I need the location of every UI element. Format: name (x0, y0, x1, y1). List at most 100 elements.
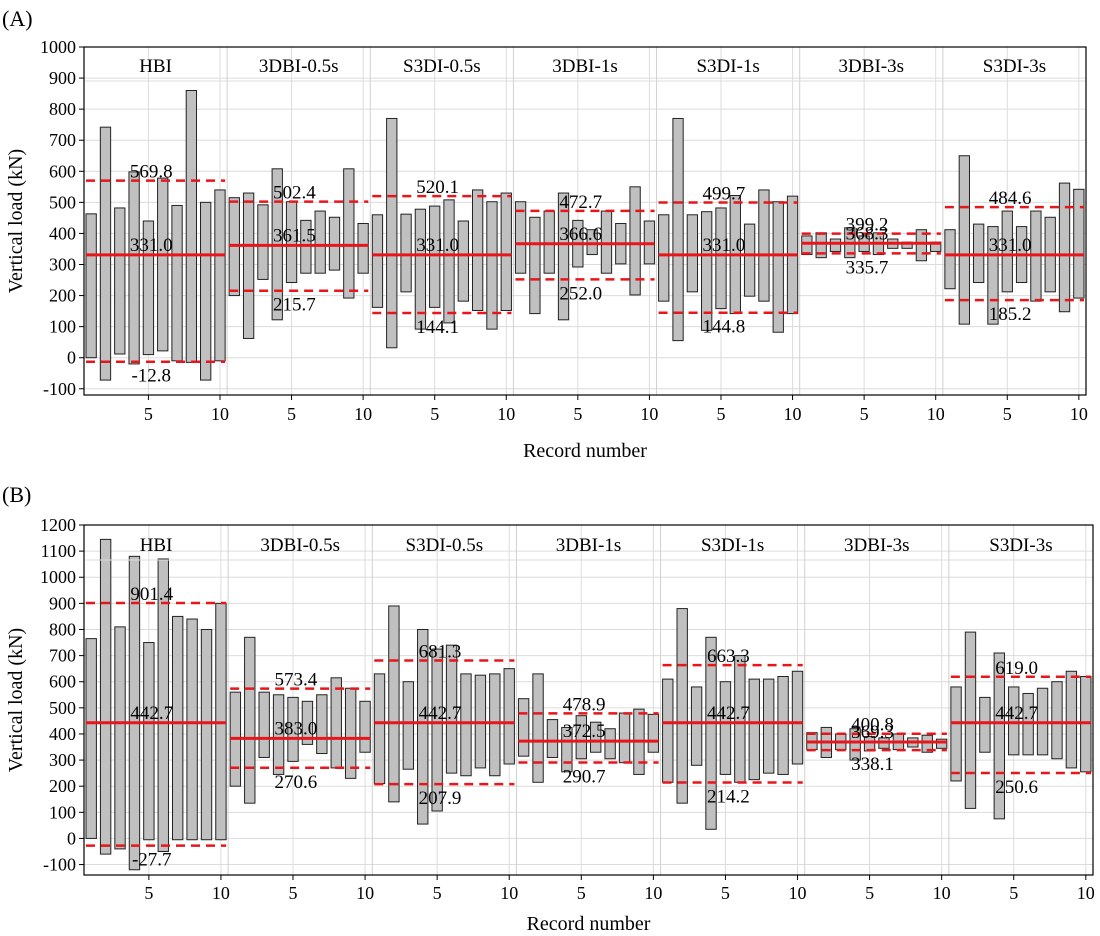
range-bar (330, 677, 342, 769)
range-bar (944, 229, 956, 290)
x-tick-label: 10 (212, 883, 230, 903)
y-tick-label: -100 (43, 379, 76, 399)
upper-value-label: 484.6 (989, 188, 1032, 209)
range-bar (431, 648, 443, 812)
x-tick-label: 5 (721, 883, 730, 903)
range-bar (429, 205, 441, 308)
x-tick-label: 5 (144, 404, 153, 424)
range-bar (993, 652, 1005, 820)
mean-value-label: 361.5 (273, 225, 316, 246)
range-bar (829, 238, 842, 252)
y-tick-label: 200 (49, 286, 76, 306)
range-bar (772, 201, 784, 333)
range-bar (1008, 686, 1020, 756)
upper-value-label: 520.1 (416, 177, 459, 198)
y-tick-label: 300 (49, 750, 76, 770)
range-bar (128, 171, 140, 365)
range-bar (557, 192, 570, 321)
range-bar (748, 678, 760, 781)
range-bar (705, 636, 717, 830)
range-bar (272, 694, 285, 775)
group-header-label: S3DI-3s (983, 56, 1046, 77)
y-tick-label: 300 (49, 255, 76, 275)
panel-label: (A) (2, 6, 33, 31)
range-bar (171, 204, 183, 362)
upper-value-label: 901.4 (130, 584, 173, 605)
range-bar (500, 192, 512, 311)
group-header-label: S3DI-0.5s (403, 56, 481, 77)
y-tick-label: 0 (67, 828, 76, 848)
range-bar (958, 155, 970, 325)
x-tick-label: 5 (573, 404, 582, 424)
upper-value-label: 502.4 (273, 183, 316, 204)
group-header-label: 3DBI-1s (552, 56, 617, 77)
y-tick-label: 100 (49, 317, 76, 337)
group-header-label: S3DI-3s (989, 535, 1052, 556)
mean-value-label: 372.5 (563, 721, 606, 742)
lower-value-label: -27.7 (132, 850, 172, 871)
x-tick-label: 5 (716, 404, 725, 424)
range-bar (357, 222, 369, 274)
y-tick-label: 800 (49, 99, 76, 119)
upper-value-label: 619.0 (995, 658, 1038, 679)
range-bar (486, 201, 498, 330)
range-bar (950, 686, 962, 782)
x-tick-label: 10 (640, 404, 658, 424)
lower-value-label: 250.6 (995, 777, 1038, 798)
range-bar (1058, 182, 1071, 313)
range-bar (979, 696, 991, 753)
mean-value-label: 442.7 (130, 703, 173, 724)
mean-value-label: 369.3 (851, 722, 894, 743)
lower-value-label: 144.8 (702, 317, 745, 338)
range-bar (503, 668, 515, 765)
x-axis-title: Record number (523, 440, 647, 462)
range-bar (672, 117, 684, 342)
range-bar (443, 199, 455, 324)
range-bar (388, 605, 400, 803)
upper-value-label: 478.9 (563, 694, 606, 715)
range-bar (701, 211, 713, 331)
range-bar (561, 726, 573, 773)
range-bar (471, 189, 484, 311)
range-bar (417, 628, 429, 825)
y-tick-label: 400 (49, 724, 76, 744)
range-bar (686, 214, 699, 293)
y-tick-label: 400 (49, 223, 76, 243)
range-bar (658, 214, 670, 302)
range-bar (715, 207, 727, 310)
y-tick-label: 600 (49, 672, 76, 692)
mean-value-label: 442.7 (419, 703, 462, 724)
y-tick-label: 500 (49, 192, 76, 212)
y-tick-label: 0 (67, 348, 76, 368)
y-tick-label: 1100 (41, 541, 76, 561)
range-bar (676, 608, 688, 804)
range-bar (972, 223, 985, 284)
range-bar (489, 673, 501, 777)
range-bar (1065, 670, 1078, 769)
lower-value-label: 270.6 (275, 772, 318, 793)
range-bar (402, 681, 415, 770)
range-bar (604, 728, 616, 760)
range-bar (386, 117, 398, 349)
range-bar (258, 691, 270, 758)
mean-value-label: 383.0 (275, 718, 318, 739)
range-bar (114, 207, 126, 355)
y-axis-title: Vertical load (kN) (5, 149, 27, 293)
group-header-label: HBI (139, 56, 172, 77)
range-bar (85, 213, 97, 359)
x-tick-label: 10 (356, 883, 374, 903)
range-bar (921, 734, 933, 753)
range-bar (791, 670, 804, 765)
x-tick-label: 5 (577, 883, 586, 903)
group-header-label: S3DI-1s (696, 56, 759, 77)
lower-value-label: 252.0 (559, 283, 602, 304)
upper-value-label: 569.8 (130, 162, 173, 183)
range-bar (185, 90, 198, 363)
mean-value-label: 442.7 (995, 703, 1038, 724)
y-tick-label: 600 (49, 161, 76, 181)
range-bar (460, 673, 472, 777)
plot-frame (83, 46, 1087, 396)
range-bar (143, 642, 155, 841)
range-bar (647, 713, 660, 753)
